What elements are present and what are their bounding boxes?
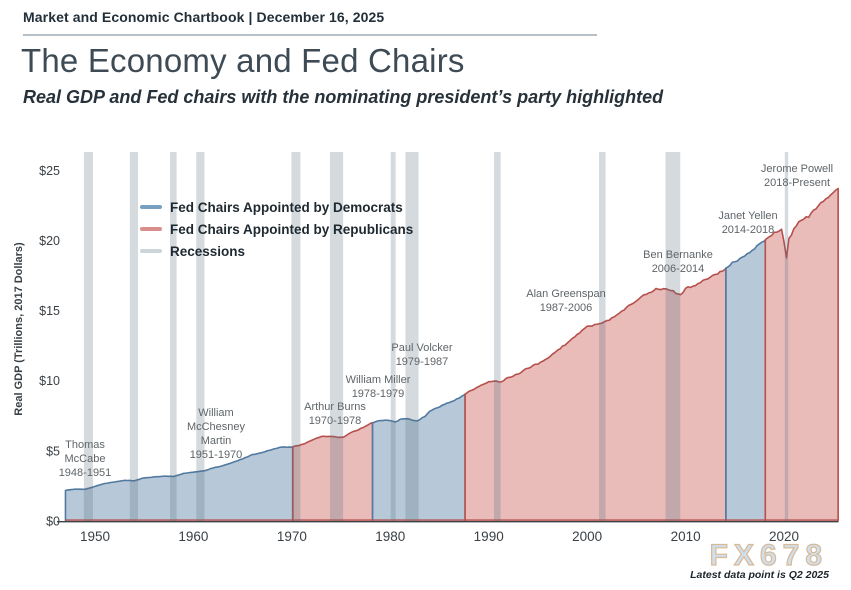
recession-swatch-icon (140, 249, 162, 253)
gdp-line-democrat (371, 393, 466, 521)
page-title: The Economy and Fed Chairs (21, 42, 465, 79)
report-header: Market and Economic Chartbook | December… (23, 9, 385, 25)
chair-annotation: Alan Greenspan (526, 288, 606, 300)
gdp-line-republican (292, 421, 374, 521)
page-subtitle: Real GDP and Fed chairs with the nominat… (23, 87, 664, 107)
chair-annotation: William (198, 407, 233, 419)
x-tick-label: 1980 (375, 529, 405, 544)
recession-band (83, 152, 93, 521)
democrat-swatch-icon (140, 205, 162, 209)
recession-band (665, 152, 681, 521)
republican-swatch-icon (140, 227, 162, 231)
x-tick-label: 2000 (572, 529, 602, 544)
chair-annotation: 2006-2014 (652, 263, 705, 275)
chair-annotation: 2014-2018 (722, 224, 775, 236)
chair-annotation: McChesney (187, 421, 246, 433)
chair-annotation: Thomas (65, 439, 105, 451)
chair-annotation: McCabe (65, 453, 106, 465)
recession-band (599, 152, 606, 521)
recession-band (170, 152, 177, 521)
legend-label-republicans: Fed Chairs Appointed by Republicans (170, 221, 414, 237)
chair-annotation: 1948-1951 (59, 467, 112, 479)
legend-item-recessions: Recessions (140, 240, 413, 262)
legend-label-democrats: Fed Chairs Appointed by Democrats (170, 199, 403, 215)
chair-annotation: 2018-Present (764, 177, 830, 189)
chair-annotation: 1979-1987 (396, 356, 449, 368)
recession-band (196, 152, 205, 521)
recession-band (291, 152, 301, 521)
y-tick-label: $10 (39, 374, 60, 388)
chair-annotation: Ben Bernanke (643, 249, 713, 261)
chair-annotation: 1978-1979 (352, 388, 405, 400)
chair-annotation: William Miller (346, 374, 411, 386)
y-tick-label: $0 (46, 515, 60, 529)
x-tick-label: 2010 (671, 529, 701, 544)
chair-annotation: Janet Yellen (718, 210, 777, 222)
recession-band (390, 152, 396, 521)
gdp-area-democrat (372, 394, 466, 521)
recession-band (494, 152, 501, 521)
gdp-area-republican (465, 268, 726, 521)
gdp-area-democrat (725, 239, 766, 521)
gdp-area-democrat (65, 446, 293, 521)
chart-legend: Fed Chairs Appointed by Democrats Fed Ch… (140, 196, 413, 262)
gdp-area-republican (765, 188, 839, 522)
recession-band (129, 152, 139, 521)
x-tick-label: 1990 (474, 529, 504, 544)
x-tick-label: 1970 (277, 529, 307, 544)
y-tick-label: $20 (39, 234, 60, 248)
chair-annotation: Martin (201, 435, 232, 447)
legend-item-republicans: Fed Chairs Appointed by Republicans (140, 218, 413, 240)
gdp-area-republican (292, 422, 373, 521)
legend-item-democrats: Fed Chairs Appointed by Democrats (140, 196, 413, 218)
recession-band (784, 152, 789, 521)
chair-annotation: 1987-2006 (540, 302, 593, 314)
x-tick-label: 2020 (769, 529, 799, 544)
legend-label-recessions: Recessions (170, 243, 246, 259)
y-tick-label: $5 (46, 444, 60, 458)
chair-annotation: Arthur Burns (304, 401, 366, 413)
data-footnote: Latest data point is Q2 2025 (690, 569, 829, 581)
watermark-fx678: FX678 (709, 538, 828, 572)
x-tick-label: 1950 (80, 529, 110, 544)
y-tick-label: $15 (39, 304, 60, 318)
chair-annotation: 1970-1978 (309, 415, 362, 427)
chair-annotation: 1951-1970 (190, 449, 243, 461)
header-divider (23, 34, 597, 36)
y-tick-label: $25 (39, 164, 60, 178)
recession-band (329, 152, 344, 521)
chair-annotation: Paul Volcker (391, 342, 452, 354)
gdp-line-republican (464, 267, 727, 521)
recession-band (405, 152, 419, 521)
x-tick-label: 1960 (178, 529, 208, 544)
gdp-line-democrat (725, 239, 767, 521)
chair-annotation: Jerome Powell (761, 163, 833, 175)
gdp-line-republican (764, 187, 839, 521)
gdp-line-democrat (64, 446, 294, 521)
